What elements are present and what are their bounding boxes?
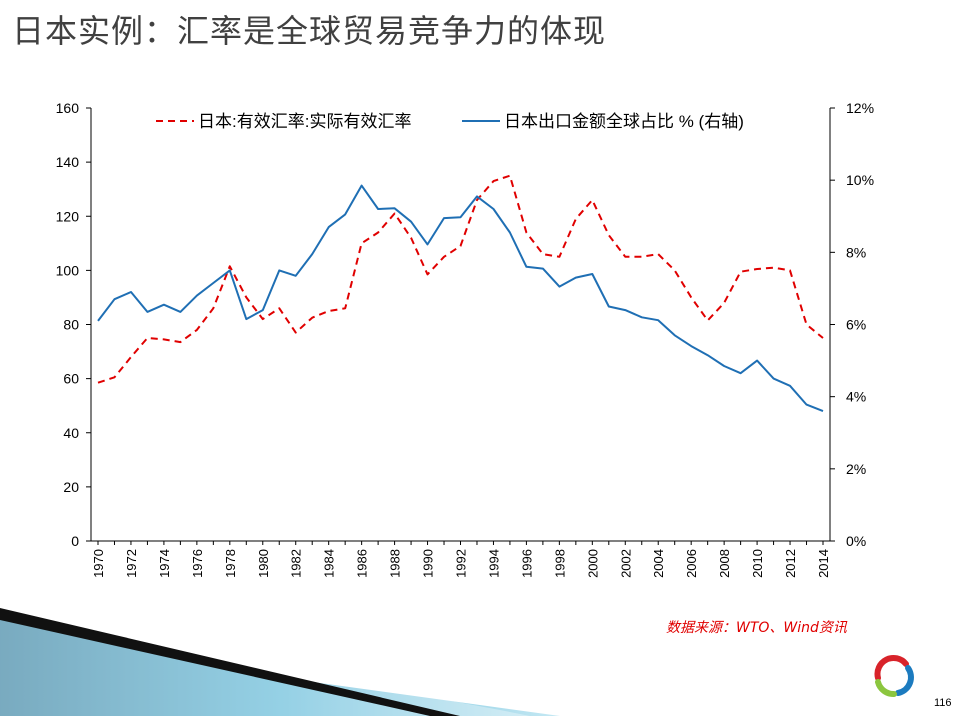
x-tick-label: 1974 <box>157 549 172 578</box>
right-y-tick-label: 2% <box>846 461 866 477</box>
x-tick-label: 1988 <box>388 549 403 578</box>
left-y-tick-label: 160 <box>56 100 80 116</box>
series-line-reer <box>97 174 824 384</box>
x-tick-label: 1992 <box>454 549 469 578</box>
x-tick-label: 2002 <box>618 549 633 578</box>
line-chart: 0 20 40 60 80 100 120 140 160 0% 2% 4% 6% 8% 10% 12% 197… <box>56 100 874 578</box>
x-tick-label: 1990 <box>421 549 436 578</box>
x-tick-label: 1982 <box>289 549 304 578</box>
decorative-swoosh <box>0 608 560 716</box>
x-tick-label: 1994 <box>486 549 501 578</box>
left-y-tick-label: 120 <box>56 208 80 224</box>
x-tick-label: 1978 <box>223 549 238 578</box>
right-y-tick-label: 6% <box>846 317 866 333</box>
x-tick-label: 1980 <box>256 549 271 578</box>
x-tick-label: 2014 <box>816 549 831 578</box>
right-y-tick-label: 12% <box>846 100 874 116</box>
page-number: 116 <box>934 697 952 709</box>
legend-label: 日本出口金额全球占比 % (右轴) <box>504 112 744 131</box>
x-tick-label: 1996 <box>519 549 534 578</box>
chart-series <box>97 174 824 413</box>
legend-label: 日本:有效汇率:实际有效汇率 <box>198 112 411 131</box>
right-y-tick-label: 0% <box>846 533 866 549</box>
x-tick-label: 2004 <box>651 549 666 578</box>
x-tick-label: 2006 <box>684 549 699 578</box>
right-y-tick-label: 8% <box>846 244 866 260</box>
left-y-tick-label: 40 <box>63 425 79 441</box>
left-y-tick-label: 20 <box>63 479 79 495</box>
chart-legend: 日本:有效汇率:实际有效汇率 日本出口金额全球占比 % (右轴) <box>156 112 744 131</box>
right-y-tick-label: 10% <box>846 172 874 188</box>
x-tick-label: 1970 <box>91 549 106 578</box>
company-logo-icon <box>874 655 914 697</box>
right-y-tick-label: 4% <box>846 389 866 405</box>
x-tick-label: 1998 <box>552 549 567 578</box>
left-y-tick-label: 140 <box>56 154 80 170</box>
source-note: 数据来源：WTO、Wind资讯 <box>666 620 847 636</box>
x-tick-label: 1986 <box>355 549 370 578</box>
x-tick-label: 2000 <box>585 549 600 578</box>
chart-axes: 0 20 40 60 80 100 120 140 160 0% 2% 4% 6% 8% 10% 12% 197… <box>56 100 874 578</box>
x-tick-label: 1972 <box>124 549 139 578</box>
x-tick-label: 2012 <box>783 549 798 578</box>
x-tick-label: 1984 <box>322 549 337 578</box>
left-y-tick-label: 100 <box>56 262 80 278</box>
slide-title: 日本实例：汇率是全球贸易竞争力的体现 <box>12 12 607 50</box>
left-y-tick-label: 0 <box>71 533 79 549</box>
left-y-tick-label: 60 <box>63 371 79 387</box>
left-y-tick-label: 80 <box>63 317 79 333</box>
x-tick-label: 2008 <box>717 549 732 578</box>
x-tick-label: 1976 <box>190 549 205 578</box>
series-line-export-share <box>97 184 824 413</box>
x-tick-label: 2010 <box>750 549 765 578</box>
